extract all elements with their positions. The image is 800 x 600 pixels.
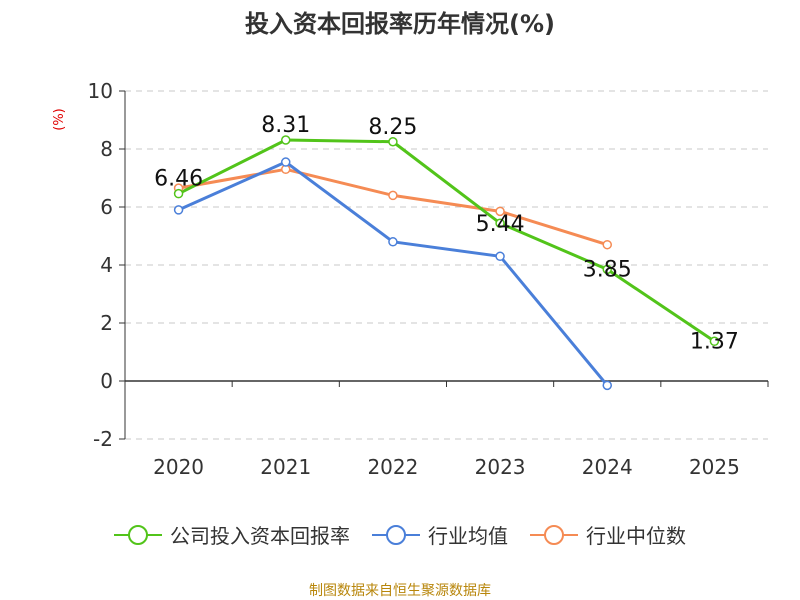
- y-tick-label: 10: [88, 79, 113, 103]
- legend-marker-industry-median-icon: [530, 524, 578, 545]
- x-tick-label: 2021: [260, 455, 311, 479]
- legend-label-industry-avg: 行业均值: [428, 524, 508, 548]
- data-source: 制图数据来自恒生聚源数据库: [309, 583, 491, 599]
- data-label-company: 6.46: [154, 167, 203, 192]
- x-tick-label: 2022: [367, 455, 418, 479]
- data-label-company: 1.37: [690, 329, 739, 354]
- data-point-company: [602, 264, 612, 275]
- series-points: [173, 135, 720, 391]
- series-line-company: [177, 138, 716, 343]
- y-tick-label: 0: [100, 369, 113, 393]
- data-point-industry-avg: [173, 205, 184, 215]
- legend-label-industry-median: 行业中位数: [586, 524, 686, 548]
- legend-label-company: 公司投入资本回报率: [170, 524, 350, 548]
- x-tick-label: 2025: [689, 455, 740, 479]
- data-point-industry-median: [388, 190, 398, 201]
- data-point-industry-avg: [388, 237, 398, 247]
- data-label-company: 5.44: [476, 212, 525, 237]
- data-point-industry-avg: [495, 251, 505, 262]
- series-lines: [177, 138, 716, 387]
- y-tick-label: -2: [93, 427, 113, 451]
- data-point-company: [495, 218, 505, 228]
- x-tick-label: 2023: [475, 455, 526, 479]
- y-tick-label: 4: [100, 253, 113, 277]
- data-point-industry-avg: [281, 157, 291, 167]
- data-point-industry-avg: [602, 380, 612, 391]
- y-tick-label: 2: [100, 311, 113, 335]
- y-tick-label: 8: [100, 137, 113, 161]
- axes: 10 8 6 4 2 0 -2 2020 2021 2022 2023 2024 2025: [88, 79, 769, 479]
- data-point-company: [173, 188, 184, 199]
- legend-marker-industry-avg-icon: [372, 524, 420, 545]
- data-point-company: [388, 137, 398, 147]
- x-tick-label: 2020: [153, 455, 204, 479]
- grid-lines: [125, 90, 768, 440]
- legend-marker-company-icon: [114, 524, 162, 545]
- x-tick-label: 2024: [582, 455, 633, 479]
- data-label-company: 3.85: [583, 257, 632, 282]
- data-point-industry-median: [602, 239, 612, 250]
- legend-item-industry-median[interactable]: 行业中位数: [530, 520, 686, 549]
- legend-item-industry-avg[interactable]: 行业均值: [372, 520, 508, 549]
- data-point-company: [709, 336, 720, 347]
- data-labels: 6.46 8.31 8.25 5.44 3.85 1.37: [154, 113, 739, 354]
- data-point-company: [281, 135, 291, 145]
- y-tick-label: 6: [100, 195, 113, 219]
- chart-plot: 10 8 6 4 2 0 -2 2020 2021 2022 2023 2024 2025 6.46 8.…: [88, 79, 769, 479]
- chart-title: 投入资本回报率历年情况(%): [245, 10, 555, 38]
- legend-item-company[interactable]: 公司投入资本回报率: [114, 520, 350, 549]
- data-label-company: 8.31: [261, 113, 310, 138]
- legend: 公司投入资本回报率 行业均值 行业中位数: [0, 520, 800, 549]
- data-point-industry-median: [495, 206, 505, 217]
- data-label-company: 8.25: [368, 115, 417, 140]
